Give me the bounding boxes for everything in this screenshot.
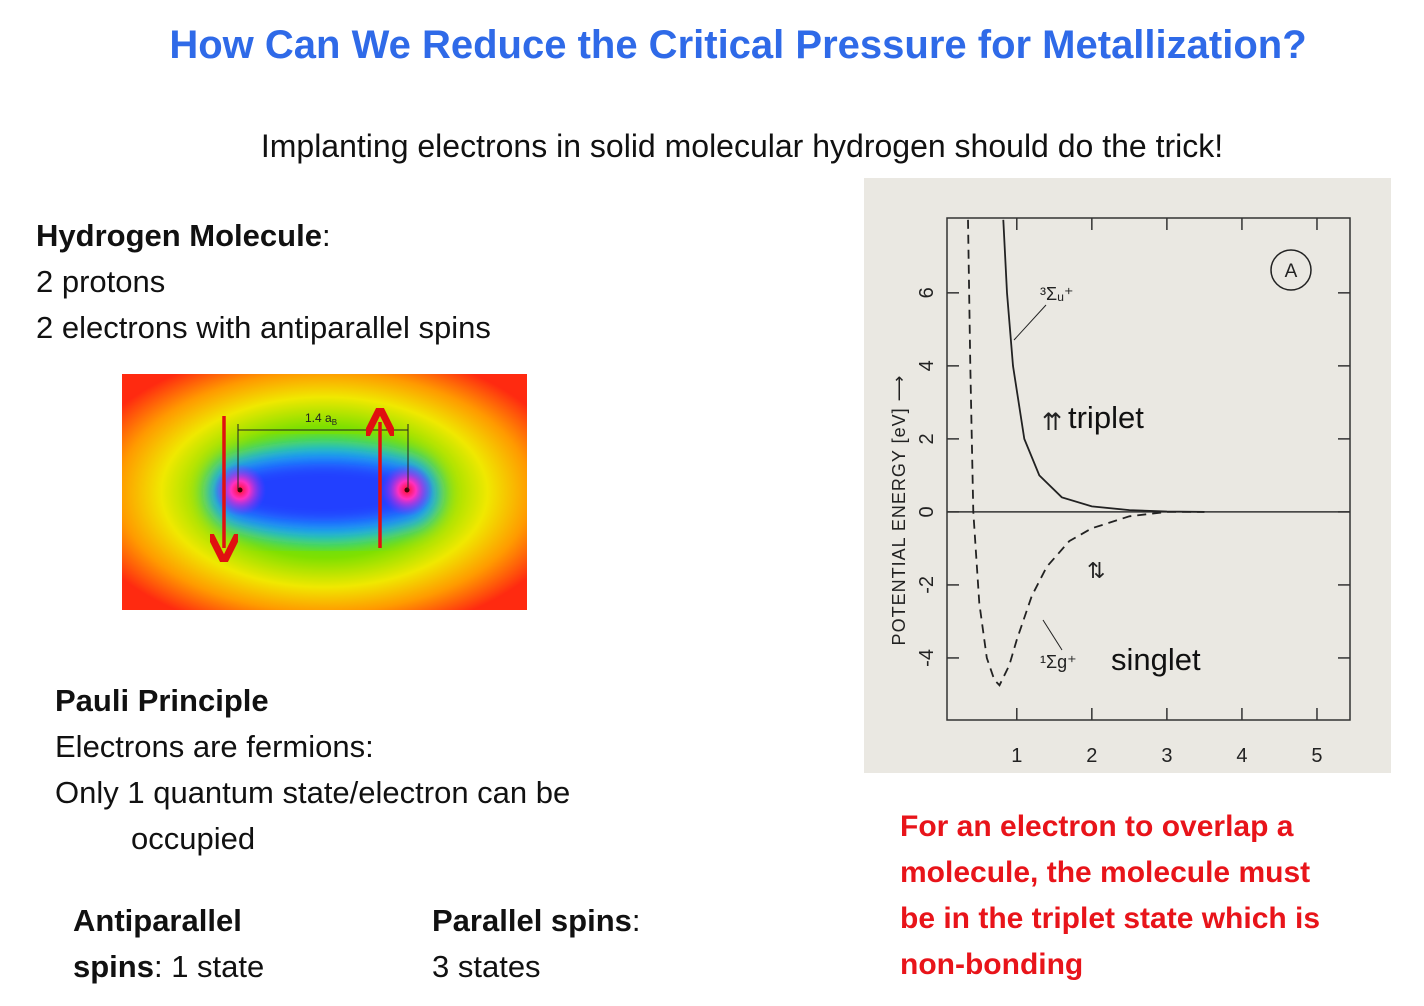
y-tick-label: 4 [916,360,938,371]
colon: : [322,218,331,253]
y-tick-label: 6 [916,287,938,298]
title: How Can We Reduce the Critical Pressure … [169,23,1306,67]
y-tick-label: 2 [916,433,938,444]
spin-arrows: ⇅ [1087,558,1105,583]
distance-sub: B [332,418,337,427]
heading-bold: Hydrogen Molecule [36,218,322,253]
curve [1002,219,1205,513]
line: Only 1 quantum state/electron can be [55,775,570,810]
term-label: ¹Σg⁺ [1040,652,1077,672]
label: spins: 1 state [73,949,264,984]
colon: : [632,903,641,938]
label-bold: spins [73,949,154,984]
chart: POTENTIAL ENERGY [eV] ⟶ A ³Σᵤ⁺ ⇈ triplet… [864,178,1391,773]
x-tick-label: 3 [1161,745,1172,767]
subtitle: Implanting electrons in solid molecular … [261,128,1223,164]
spin-arrows: ⇈ [1042,409,1062,436]
x-tick-label: 5 [1311,745,1322,767]
distance-label: 1.4 aB [305,411,337,427]
line: occupied [131,821,255,856]
panel-label: A [1285,261,1298,282]
note-line: molecule, the molecule must [900,856,1310,889]
density-figure: 1.4 aB [122,374,527,610]
y-tick-label: -4 [916,649,938,667]
heading: Pauli Principle [55,683,269,718]
x-tick-label: 2 [1086,745,1097,767]
heading: Hydrogen Molecule: [36,218,331,253]
note-line: For an electron to overlap a [900,810,1294,843]
distance: 1.4 a [305,411,332,425]
line: Electrons are fermions: [55,729,374,764]
y-tick-label: 0 [916,506,938,517]
chart-background [864,178,1391,773]
label: Parallel spins: [432,903,641,938]
rest: 3 states [432,949,541,984]
curve-label: singlet [1111,642,1201,677]
plot-frame [946,217,1351,721]
note-line: be in the triplet state which is [900,902,1320,935]
line: 2 electrons with antiparallel spins [36,310,491,345]
note-line: non-bonding [900,948,1083,981]
leader [1013,304,1047,341]
line: 2 protons [36,264,165,299]
label: Antiparallel [73,903,242,938]
curve-label: triplet [1068,400,1144,435]
leader [1042,619,1063,651]
panel-circle [1270,249,1312,291]
curve [967,219,1205,687]
term-label: ³Σᵤ⁺ [1040,284,1074,304]
x-tick-label: 1 [1011,745,1022,767]
label-bold: Parallel spins [432,903,632,938]
y-tick-label: -2 [916,576,938,594]
y-axis-label: POTENTIAL ENERGY [eV] ⟶ [889,375,909,646]
x-tick-label: 4 [1236,745,1247,767]
rest: : 1 state [154,949,264,984]
